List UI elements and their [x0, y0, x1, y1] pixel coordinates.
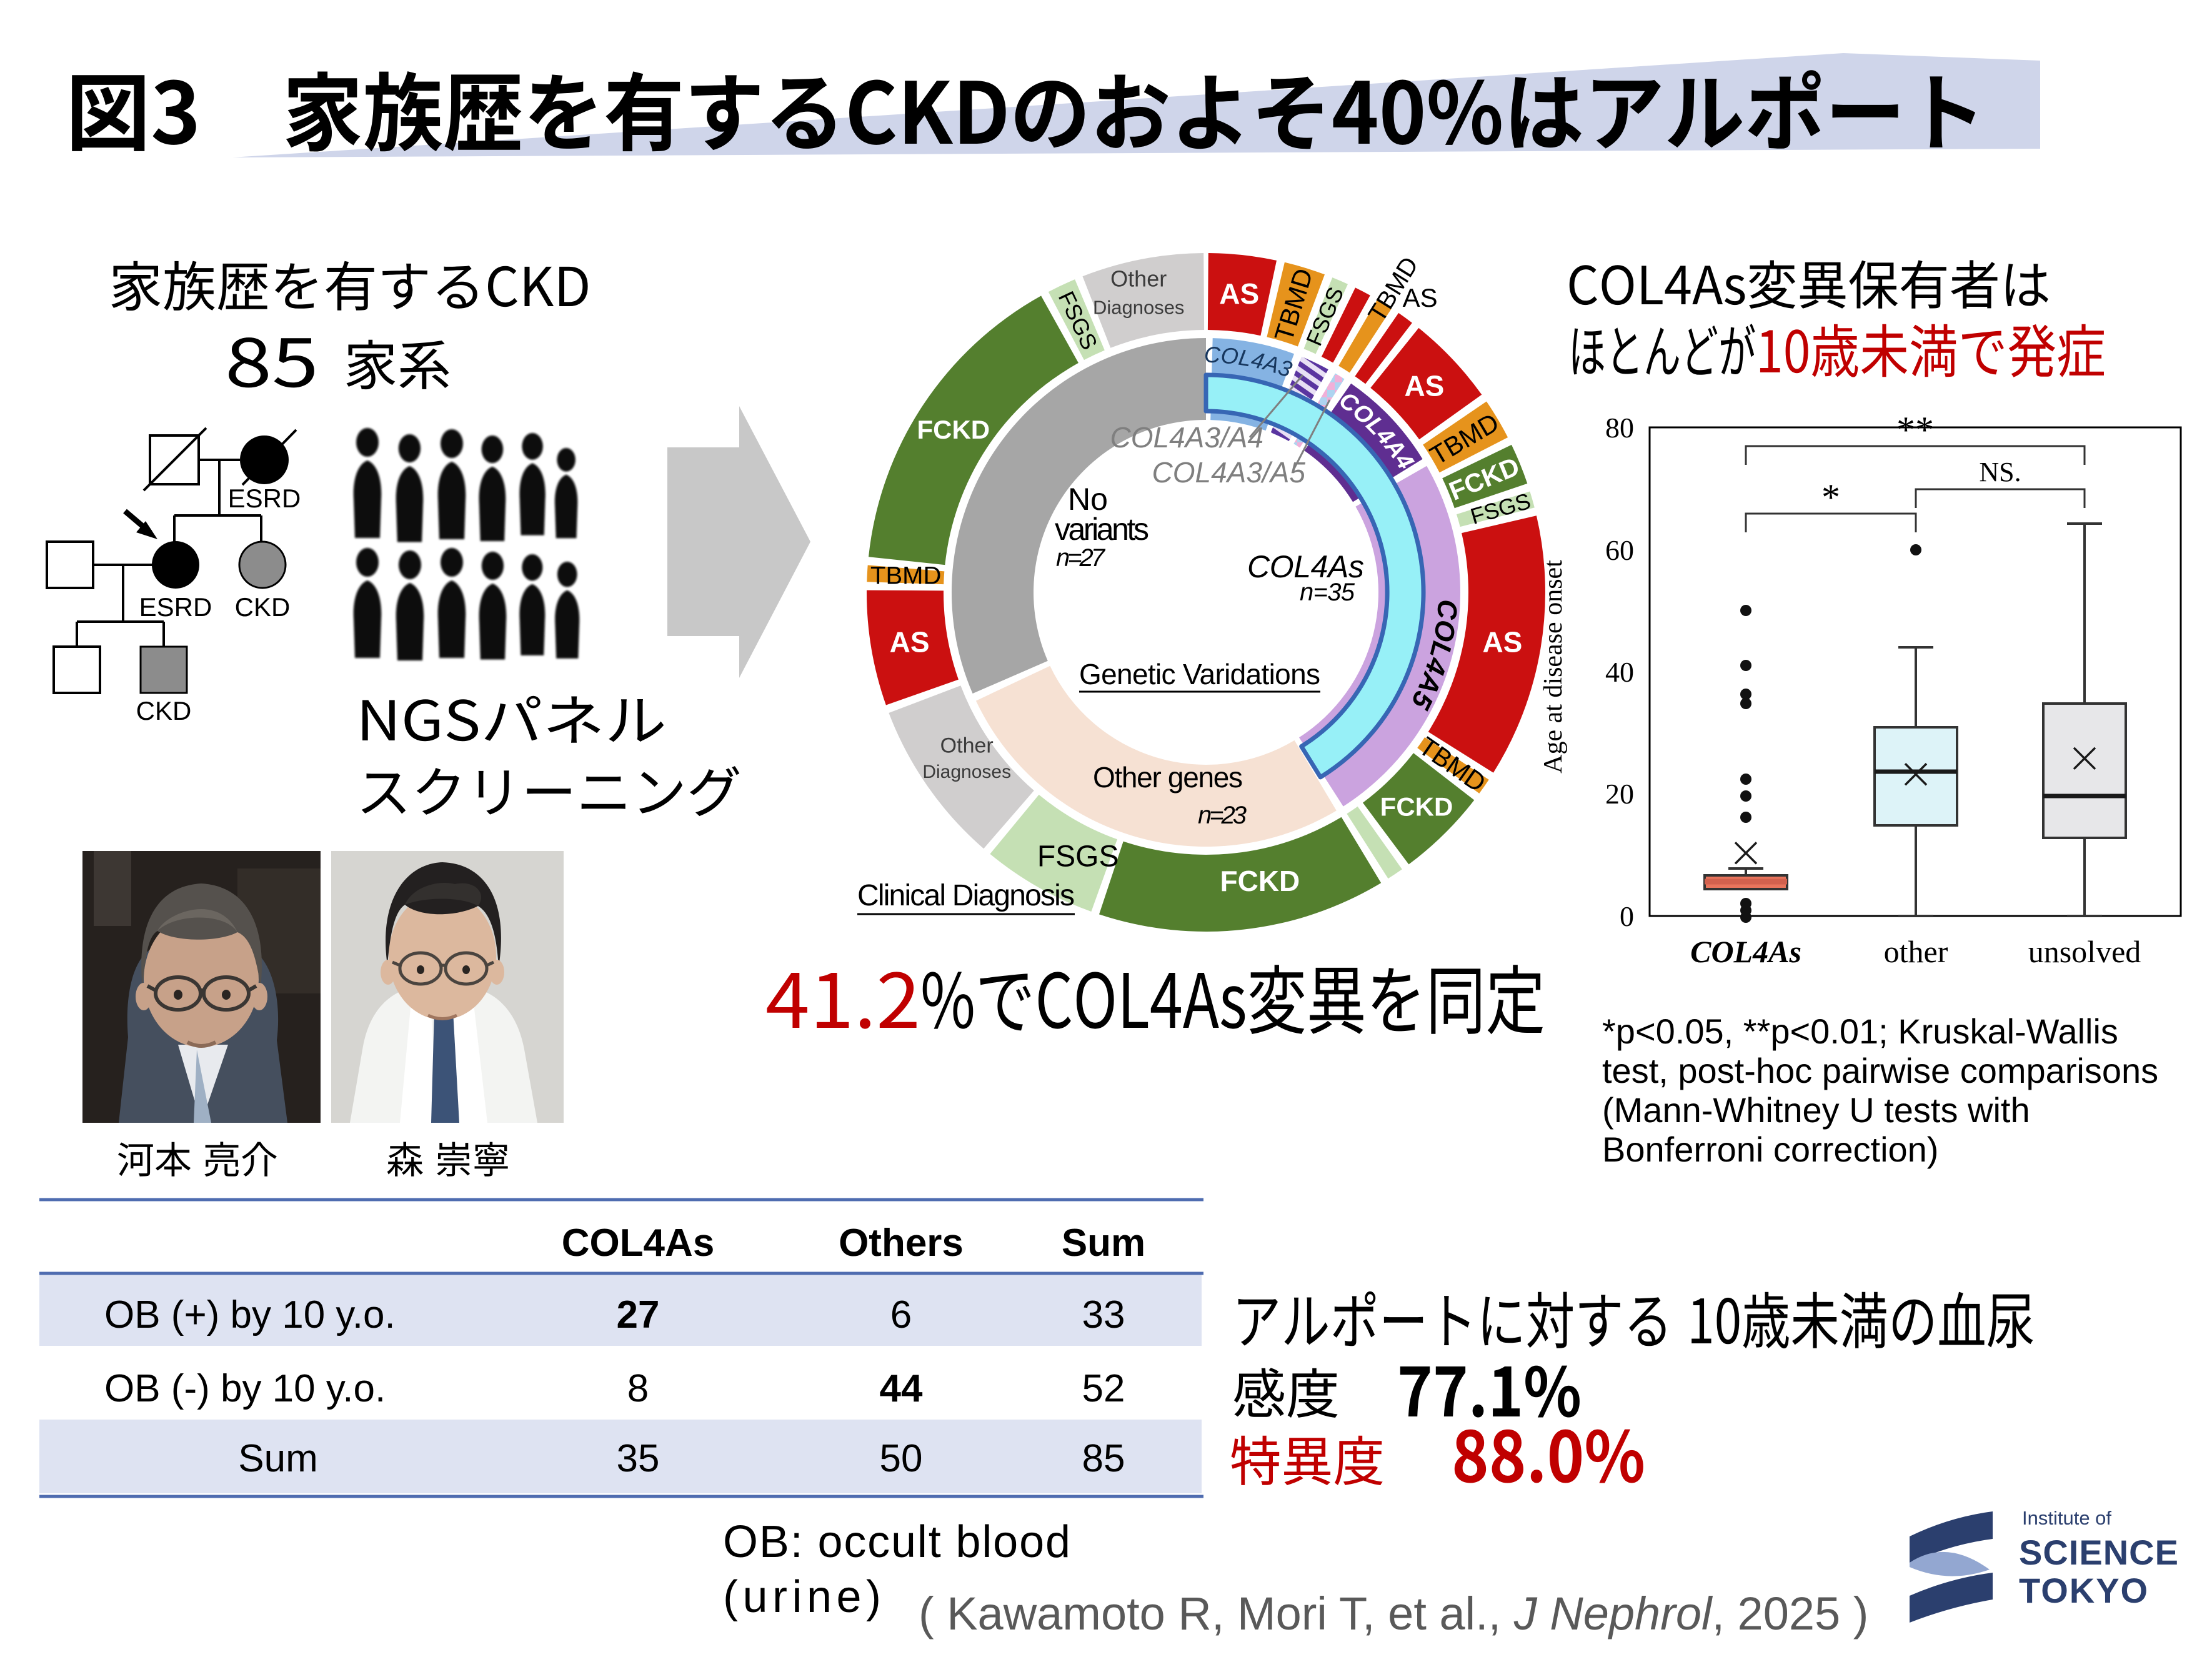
- svg-text:60: 60: [1605, 534, 1634, 566]
- svg-text:test, post-hoc pairwise compar: test, post-hoc pairwise comparisons: [1602, 1051, 2158, 1090]
- svg-text:AS: AS: [1482, 626, 1522, 659]
- svg-text:COL4As: COL4As: [1690, 934, 1801, 969]
- svg-text:SCIENCE: SCIENCE: [2019, 1533, 2179, 1572]
- svg-text:44: 44: [880, 1367, 923, 1410]
- svg-text:Age at disease onset: Age at disease onset: [1539, 560, 1568, 774]
- svg-text:Other: Other: [940, 734, 994, 758]
- svg-text:8: 8: [627, 1367, 649, 1410]
- svg-text:27: 27: [617, 1293, 660, 1336]
- svg-text:CKD: CKD: [235, 592, 291, 622]
- svg-text:COL4As: COL4As: [562, 1222, 715, 1265]
- svg-text:FCKD: FCKD: [1380, 792, 1453, 822]
- svg-text:Clinical Diagnosis: Clinical Diagnosis: [857, 879, 1075, 912]
- svg-text:Bonferroni correction): Bonferroni correction): [1602, 1130, 1938, 1169]
- svg-text:( Kawamoto R, Mori T, et al.,: ( Kawamoto R, Mori T, et al., J Nephrol,…: [919, 1588, 1868, 1640]
- svg-text:No: No: [1068, 482, 1108, 517]
- svg-text:0: 0: [1620, 900, 1634, 932]
- svg-text:OB (+) by 10 y.o.: OB (+) by 10 y.o.: [104, 1293, 396, 1336]
- svg-text:AS: AS: [1404, 369, 1444, 402]
- svg-text:Diagnoses: Diagnoses: [1093, 297, 1184, 319]
- svg-text:Institute of: Institute of: [2022, 1507, 2111, 1529]
- svg-text:variants: variants: [1055, 512, 1149, 547]
- svg-text:85: 85: [1082, 1437, 1125, 1480]
- svg-text:OB (-) by 10 y.o.: OB (-) by 10 y.o.: [104, 1367, 386, 1410]
- svg-text:Other genes: Other genes: [1093, 761, 1243, 794]
- svg-text:NS.: NS.: [1979, 457, 2021, 487]
- svg-text:52: 52: [1082, 1367, 1125, 1410]
- svg-text:6: 6: [890, 1293, 912, 1336]
- svg-text:Other: Other: [1110, 266, 1167, 292]
- svg-text:Genetic Varidations: Genetic Varidations: [1079, 658, 1320, 690]
- svg-text:AS: AS: [1219, 277, 1259, 310]
- svg-text:Sum: Sum: [238, 1437, 317, 1480]
- svg-text:OB: occult blood: OB: occult blood: [723, 1517, 1070, 1567]
- svg-text:n=27: n=27: [1056, 544, 1106, 572]
- svg-text:**: **: [1896, 409, 1934, 450]
- svg-text:*p<0.05, **p<0.01; Kruskal-Wal: *p<0.05, **p<0.01; Kruskal-Wallis: [1602, 1012, 2118, 1051]
- svg-text:AS: AS: [890, 626, 930, 659]
- svg-text:33: 33: [1082, 1293, 1125, 1336]
- svg-text:(urine): (urine): [723, 1572, 881, 1622]
- svg-text:35: 35: [617, 1437, 660, 1480]
- svg-text:COL4A3/A5: COL4A3/A5: [1152, 456, 1306, 489]
- svg-text:*: *: [1821, 477, 1840, 518]
- svg-text:FCKD: FCKD: [917, 415, 990, 444]
- svg-text:ESRD: ESRD: [228, 484, 301, 513]
- svg-text:(Mann-Whitney U tests with: (Mann-Whitney U tests with: [1602, 1090, 2030, 1130]
- svg-text:n=23: n=23: [1198, 802, 1247, 829]
- svg-text:Sum: Sum: [1062, 1222, 1145, 1265]
- svg-text:50: 50: [880, 1437, 923, 1480]
- svg-text:CKD: CKD: [136, 696, 192, 725]
- svg-text:Others: Others: [839, 1222, 964, 1265]
- svg-text:Diagnoses: Diagnoses: [922, 762, 1011, 782]
- svg-text:ESRD: ESRD: [139, 592, 212, 622]
- svg-text:COL4As: COL4As: [1247, 549, 1364, 584]
- svg-text:other: other: [1884, 934, 1948, 969]
- svg-text:TBMD: TBMD: [870, 562, 941, 589]
- svg-text:TOKYO: TOKYO: [2019, 1571, 2149, 1610]
- svg-text:FCKD: FCKD: [1220, 865, 1300, 897]
- svg-text:COL4A3/A4: COL4A3/A4: [1110, 421, 1263, 454]
- svg-text:FSGS: FSGS: [1037, 840, 1119, 873]
- svg-text:40: 40: [1605, 656, 1634, 688]
- svg-text:AS: AS: [1403, 283, 1438, 312]
- svg-text:20: 20: [1605, 778, 1634, 810]
- svg-text:n=35: n=35: [1300, 579, 1355, 606]
- svg-text:80: 80: [1605, 412, 1634, 444]
- svg-text:unsolved: unsolved: [2028, 934, 2141, 969]
